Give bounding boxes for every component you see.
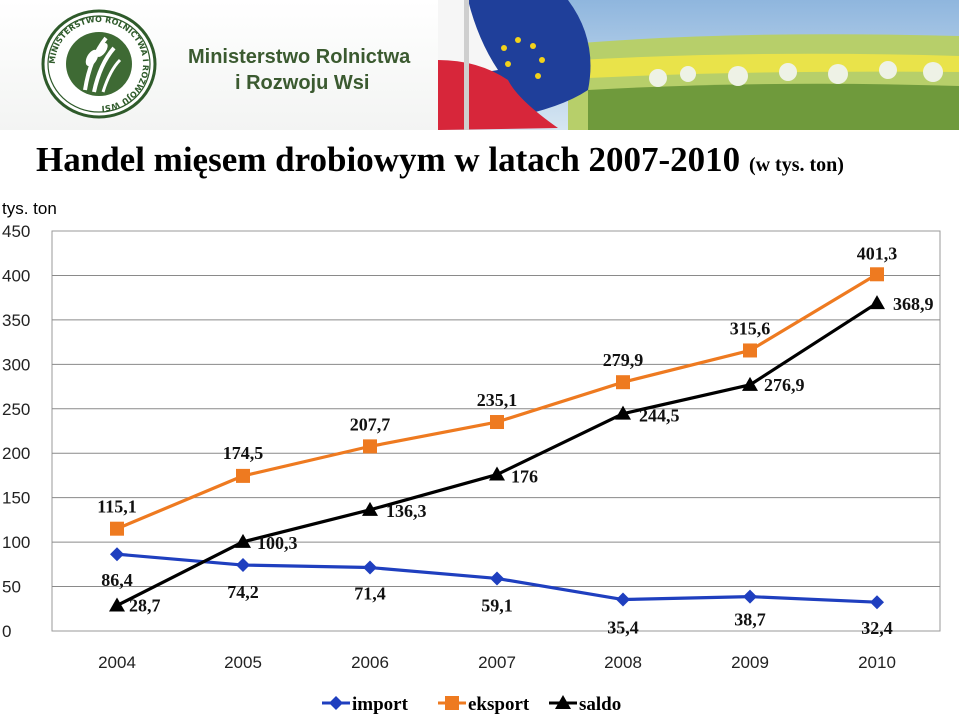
data-label: 176 bbox=[511, 467, 538, 487]
data-label: 59,1 bbox=[481, 595, 513, 615]
y-tick-label: 200 bbox=[2, 444, 30, 463]
chart-title-unit: (w tys. ton) bbox=[748, 154, 844, 176]
x-tick-label: 2009 bbox=[731, 653, 769, 672]
data-label: 244,5 bbox=[639, 406, 680, 426]
marker-square bbox=[363, 439, 377, 454]
ministry-name-line2: i Rozwoju Wsi bbox=[235, 72, 370, 94]
x-tick-label: 2007 bbox=[478, 653, 516, 672]
marker-diamond bbox=[870, 595, 884, 610]
x-tick-label: 2005 bbox=[224, 653, 262, 672]
flags-landscape-image bbox=[438, 0, 959, 130]
chart-title-main: Handel mięsem drobiowym w latach 2007-20… bbox=[36, 140, 741, 179]
marker-diamond bbox=[110, 547, 124, 562]
data-label: 74,2 bbox=[227, 582, 259, 602]
data-label: 174,5 bbox=[223, 443, 264, 463]
x-tick-label: 2008 bbox=[604, 653, 642, 672]
plot-frame bbox=[51, 230, 941, 632]
data-label: 401,3 bbox=[857, 243, 898, 263]
data-label: 71,4 bbox=[354, 584, 386, 604]
marker-square bbox=[870, 267, 884, 282]
marker-diamond bbox=[743, 589, 757, 604]
ministry-seal-icon: MINISTERSTWO ROLNICTWA I ROZWOJU WSI bbox=[41, 9, 157, 119]
data-label: 38,7 bbox=[734, 610, 766, 630]
data-label: 28,7 bbox=[129, 595, 161, 615]
y-tick-label: 250 bbox=[2, 400, 30, 419]
ministry-logo-area: MINISTERSTWO ROLNICTWA I ROZWOJU WSI Min… bbox=[0, 0, 440, 130]
data-label: 235,1 bbox=[477, 390, 518, 410]
data-label: 100,3 bbox=[257, 533, 298, 553]
marker-square bbox=[445, 696, 459, 710]
data-label: 115,1 bbox=[97, 497, 137, 517]
marker-diamond bbox=[490, 571, 504, 586]
marker-triangle bbox=[109, 597, 125, 612]
y-tick-label: 50 bbox=[2, 578, 21, 597]
header-banner: MINISTERSTWO ROLNICTWA I ROZWOJU WSI Min… bbox=[0, 0, 959, 130]
marker-diamond bbox=[363, 560, 377, 575]
marker-triangle bbox=[235, 533, 251, 548]
marker-square bbox=[236, 468, 250, 483]
y-tick-label: 0 bbox=[2, 622, 11, 641]
y-axis-label: tys. ton bbox=[2, 199, 57, 218]
chart-title: Handel mięsem drobiowym w latach 2007-20… bbox=[36, 140, 844, 180]
x-tick-label: 2010 bbox=[858, 653, 896, 672]
data-label: 207,7 bbox=[350, 414, 391, 434]
y-tick-label: 450 bbox=[2, 222, 30, 241]
data-label: 32,4 bbox=[861, 618, 893, 638]
y-tick-label: 350 bbox=[2, 311, 30, 330]
legend-label-eksport: eksport bbox=[468, 694, 530, 715]
marker-square bbox=[616, 375, 630, 390]
x-tick-label: 2006 bbox=[351, 653, 389, 672]
marker-square bbox=[110, 521, 124, 536]
data-label: 315,6 bbox=[730, 318, 771, 338]
data-label: 35,4 bbox=[607, 618, 639, 638]
ministry-name-line1: Ministerstwo Rolnictwa bbox=[188, 46, 411, 68]
y-tick-label: 300 bbox=[2, 355, 30, 374]
marker-square bbox=[743, 343, 757, 358]
data-label: 279,9 bbox=[603, 350, 644, 370]
legend-label-saldo: saldo bbox=[579, 694, 621, 715]
data-label: 368,9 bbox=[893, 294, 934, 314]
data-label: 276,9 bbox=[764, 375, 805, 395]
line-chart: tys. ton 0 50 100 150 200 250 300 350 400 450 2004… bbox=[2, 199, 941, 715]
marker-triangle bbox=[555, 695, 571, 709]
y-tick-label: 150 bbox=[2, 489, 30, 508]
legend-label-import: import bbox=[352, 694, 409, 715]
data-label: 86,4 bbox=[101, 570, 133, 590]
marker-square bbox=[490, 415, 504, 430]
data-label: 136,3 bbox=[386, 501, 427, 521]
marker-triangle bbox=[869, 295, 885, 310]
marker-diamond bbox=[329, 696, 343, 710]
x-tick-label: 2004 bbox=[98, 653, 136, 672]
plot-area: 0 50 100 150 200 250 300 350 400 450 2004 2005 2006 2… bbox=[2, 222, 941, 715]
marker-triangle bbox=[489, 466, 505, 481]
marker-diamond bbox=[616, 592, 630, 607]
y-tick-label: 100 bbox=[2, 533, 30, 552]
marker-triangle bbox=[362, 501, 378, 516]
ministry-name: Ministerstwo Rolnictwa i Rozwoju Wsi bbox=[188, 44, 410, 96]
y-tick-label: 400 bbox=[2, 266, 30, 285]
marker-triangle bbox=[742, 376, 758, 391]
marker-triangle bbox=[615, 405, 631, 420]
marker-diamond bbox=[236, 558, 250, 573]
